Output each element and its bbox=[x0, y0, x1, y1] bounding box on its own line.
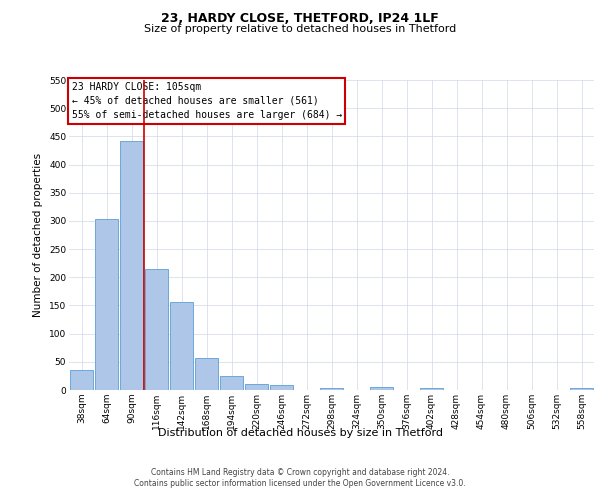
Bar bbox=[245, 384, 268, 390]
Text: Contains public sector information licensed under the Open Government Licence v3: Contains public sector information licen… bbox=[134, 480, 466, 488]
Bar bbox=[270, 385, 293, 390]
Bar bbox=[195, 358, 218, 390]
Bar bbox=[220, 376, 243, 390]
Bar bbox=[70, 370, 93, 390]
Bar bbox=[570, 388, 593, 390]
Bar bbox=[370, 386, 393, 390]
Bar bbox=[145, 269, 168, 390]
Text: Size of property relative to detached houses in Thetford: Size of property relative to detached ho… bbox=[144, 24, 456, 34]
Bar bbox=[120, 141, 143, 390]
Bar bbox=[420, 388, 443, 390]
Text: 23 HARDY CLOSE: 105sqm
← 45% of detached houses are smaller (561)
55% of semi-de: 23 HARDY CLOSE: 105sqm ← 45% of detached… bbox=[71, 82, 342, 120]
Text: Distribution of detached houses by size in Thetford: Distribution of detached houses by size … bbox=[157, 428, 443, 438]
Bar bbox=[170, 302, 193, 390]
Text: 23, HARDY CLOSE, THETFORD, IP24 1LF: 23, HARDY CLOSE, THETFORD, IP24 1LF bbox=[161, 12, 439, 26]
Bar bbox=[95, 219, 118, 390]
Bar bbox=[320, 388, 343, 390]
Text: Contains HM Land Registry data © Crown copyright and database right 2024.: Contains HM Land Registry data © Crown c… bbox=[151, 468, 449, 477]
Y-axis label: Number of detached properties: Number of detached properties bbox=[34, 153, 43, 317]
